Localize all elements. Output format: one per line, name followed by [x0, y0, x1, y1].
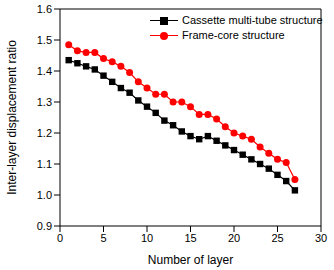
svg-text:25: 25 — [271, 232, 283, 244]
svg-text:1.6: 1.6 — [37, 3, 52, 15]
svg-text:20: 20 — [228, 232, 240, 244]
svg-text:10: 10 — [141, 232, 153, 244]
svg-text:Inter-layer displacement ratio: Inter-layer displacement ratio — [8, 40, 19, 195]
svg-text:1.3: 1.3 — [37, 96, 52, 108]
svg-text:1.5: 1.5 — [37, 34, 52, 46]
svg-text:1.1: 1.1 — [37, 158, 52, 170]
svg-text:Number of layer: Number of layer — [148, 253, 233, 267]
svg-text:5: 5 — [100, 232, 106, 244]
svg-text:0.9: 0.9 — [37, 220, 52, 232]
html-text:Cassette multi-tube structure: Cassette multi-tube structure — [182, 14, 323, 26]
svg-text:30: 30 — [315, 232, 326, 244]
svg-text:1.2: 1.2 — [37, 127, 52, 139]
svg-text:1.4: 1.4 — [37, 65, 52, 77]
svg-text:15: 15 — [184, 232, 196, 244]
svg-text:0: 0 — [57, 232, 63, 244]
html-text:Frame-core structure: Frame-core structure — [182, 29, 285, 41]
svg-text:1.0: 1.0 — [37, 189, 52, 201]
